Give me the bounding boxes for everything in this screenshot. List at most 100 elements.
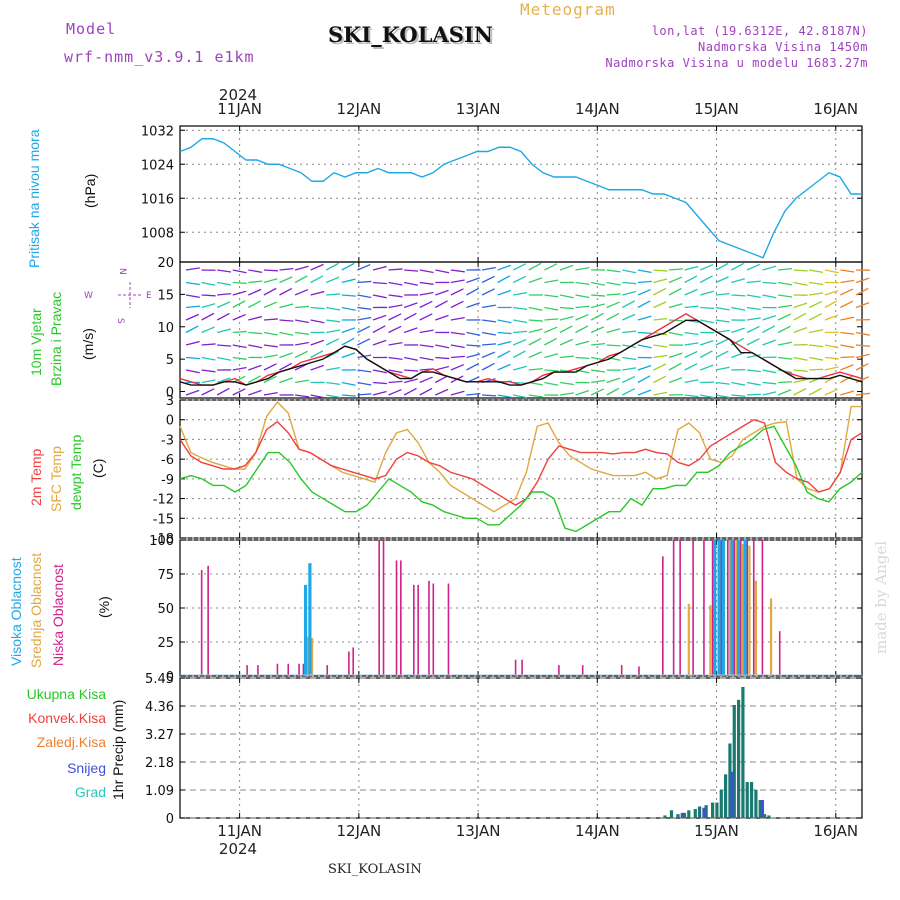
wind-vector: [809, 269, 824, 274]
wind-vector: [263, 344, 278, 348]
wind-vector: [778, 381, 793, 384]
wind-vector: [201, 294, 216, 297]
wind-vector: [746, 263, 761, 271]
wind-vector: [668, 268, 684, 271]
wind-vector: [388, 268, 403, 271]
wind-vector: [466, 392, 481, 396]
wind-vector: [294, 341, 309, 346]
wind-vector: [684, 350, 698, 359]
wind-vector: [482, 394, 497, 397]
precip-bar: [760, 800, 765, 818]
wind-vector: [341, 337, 355, 346]
wind-vector: [232, 269, 247, 274]
y-tick-label: 5.45: [145, 672, 174, 687]
wind-vector: [653, 269, 668, 272]
wind-vector: [559, 355, 574, 359]
wind-vector: [357, 263, 371, 271]
wind-vector: [466, 344, 481, 347]
wind-vector: [263, 269, 278, 272]
wind-vector: [481, 319, 497, 323]
wind-vector: [450, 344, 465, 349]
wind-vector: [450, 288, 464, 296]
wind-vector: [248, 364, 262, 371]
wind-vector: [263, 287, 277, 296]
wind-vector: [762, 339, 776, 346]
wind-vector: [435, 344, 450, 349]
precip-bar: [762, 814, 767, 818]
wind-vector: [528, 277, 543, 284]
wind-vector: [840, 331, 855, 335]
wind-vector: [746, 381, 761, 386]
precip-bar: [704, 805, 708, 818]
wind-vector: [809, 292, 824, 296]
wind-vector: [855, 353, 870, 359]
wind-vector: [637, 364, 652, 371]
wind-vector: [481, 331, 496, 336]
wind-vector: [746, 393, 761, 396]
wind-vector: [668, 352, 683, 359]
precip-bar: [687, 810, 691, 818]
wind-vector: [217, 356, 232, 361]
wind-vector: [201, 281, 216, 286]
wind-vector: [731, 394, 746, 397]
date-top-label: 13JAN: [456, 100, 501, 118]
wind-vector: [310, 275, 324, 284]
wind-vector: [388, 369, 403, 374]
chart-kind-label: Meteogram: [520, 0, 616, 19]
year-bottom: 2024: [219, 840, 257, 858]
wind-vector: [310, 263, 324, 271]
wind-vector: [606, 344, 621, 347]
wind-vector: [201, 312, 215, 321]
wind-vector: [715, 350, 729, 359]
y-tick-label: -3: [161, 433, 174, 448]
temp2m-line: [179, 418, 863, 506]
wind-vector: [325, 338, 340, 346]
wind-vector: [528, 319, 543, 322]
wind-vector: [388, 388, 402, 396]
wind-vector: [513, 291, 528, 296]
date-top-label: 14JAN: [575, 100, 620, 118]
y-tick-label: 1008: [141, 226, 174, 241]
wind-vector: [279, 276, 293, 284]
wind-vector: [559, 338, 574, 346]
wind-vector: [699, 364, 714, 371]
wind-vector: [653, 278, 668, 284]
wind-vector: [746, 294, 761, 299]
panel-frame: [179, 399, 863, 539]
wind-vector: [201, 379, 216, 384]
wind-vector: [217, 281, 232, 286]
wind-vector: [528, 262, 542, 271]
wind-vector: [232, 313, 246, 321]
wind-vector: [762, 281, 777, 285]
wind-vector: [450, 279, 465, 284]
wind-vector: [388, 313, 402, 321]
wind-vector: [357, 381, 372, 386]
wind-vector: [435, 356, 450, 360]
date-top-label: 12JAN: [336, 100, 381, 118]
wind-vector: [824, 344, 839, 349]
wind-vector: [559, 306, 574, 310]
wind-vector: [294, 288, 309, 296]
wind-vector: [466, 277, 480, 284]
precip-bar: [767, 815, 771, 818]
wind-vector: [513, 365, 527, 371]
wind-vector: [793, 269, 808, 272]
precip-bar: [682, 812, 687, 818]
wind-vector: [590, 303, 605, 309]
wind-vector: [762, 265, 777, 271]
wind-vector: [559, 264, 574, 271]
wind-vector: [824, 314, 839, 321]
wind-vector: [731, 327, 745, 334]
date-top-label: 11JAN: [217, 100, 262, 118]
wind-vector: [185, 294, 200, 298]
wind-vector: [591, 342, 606, 346]
wind-vector: [824, 300, 838, 309]
wind-vector: [403, 387, 417, 396]
wind-vector: [185, 369, 200, 374]
wind-vector: [341, 306, 356, 311]
wind-vector: [778, 356, 793, 360]
wind-vector: [575, 294, 590, 299]
coords-label: lon,lat (19.6312E, 42.8187N): [651, 24, 868, 38]
wind-vector: [279, 319, 294, 322]
precip-bar: [669, 810, 674, 818]
